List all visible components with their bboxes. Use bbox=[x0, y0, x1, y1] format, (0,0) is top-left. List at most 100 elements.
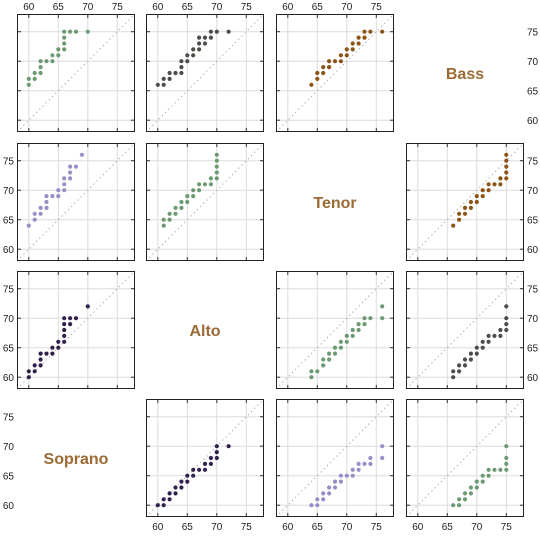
data-point bbox=[504, 152, 509, 157]
data-point bbox=[155, 503, 160, 508]
data-point bbox=[480, 473, 485, 478]
data-point bbox=[214, 152, 219, 157]
tick-label: 60 bbox=[412, 522, 424, 533]
data-point bbox=[338, 473, 343, 478]
data-point bbox=[362, 35, 367, 40]
data-point bbox=[362, 316, 367, 321]
panel-tenor-vs-alto bbox=[145, 142, 265, 262]
data-point bbox=[179, 479, 184, 484]
data-point bbox=[474, 485, 479, 490]
data-point bbox=[26, 223, 31, 228]
data-point bbox=[62, 322, 67, 327]
data-point bbox=[185, 59, 190, 64]
panel-alto-vs-tenor bbox=[275, 270, 395, 390]
tick-label: 70 bbox=[471, 522, 483, 533]
data-point bbox=[167, 491, 172, 496]
data-point bbox=[44, 205, 49, 210]
data-point bbox=[167, 70, 172, 76]
panel-soprano-vs-tenor bbox=[275, 398, 395, 518]
data-point bbox=[480, 479, 485, 484]
data-point bbox=[62, 182, 67, 187]
data-point bbox=[208, 461, 213, 466]
data-point bbox=[185, 53, 190, 58]
data-point bbox=[309, 82, 314, 87]
data-point bbox=[32, 369, 37, 374]
tick-label: 75 bbox=[241, 2, 253, 13]
data-point bbox=[504, 327, 509, 333]
reference-diagonal bbox=[405, 398, 525, 518]
data-point bbox=[179, 205, 184, 210]
data-point bbox=[161, 503, 166, 508]
data-point bbox=[214, 176, 219, 181]
data-point bbox=[26, 369, 31, 374]
data-point bbox=[368, 455, 373, 461]
data-point bbox=[350, 333, 355, 338]
data-point bbox=[191, 53, 196, 58]
data-point bbox=[380, 29, 385, 34]
data-point bbox=[68, 176, 73, 181]
tick-label: 75 bbox=[3, 157, 15, 168]
data-point bbox=[327, 351, 332, 356]
data-point bbox=[332, 479, 338, 484]
data-point bbox=[44, 351, 49, 356]
data-point bbox=[498, 467, 503, 472]
data-point bbox=[486, 188, 491, 193]
data-point bbox=[338, 59, 343, 64]
data-point bbox=[309, 375, 314, 380]
data-point bbox=[191, 467, 196, 472]
data-point bbox=[44, 59, 49, 64]
data-point bbox=[457, 211, 462, 216]
panel-alto-vs-soprano bbox=[16, 270, 136, 390]
data-point bbox=[350, 41, 355, 46]
data-point bbox=[344, 47, 349, 52]
tick-label: 75 bbox=[527, 157, 539, 168]
tick-label: 75 bbox=[3, 285, 15, 296]
data-point bbox=[504, 467, 509, 472]
data-point bbox=[32, 70, 37, 76]
data-point bbox=[50, 194, 55, 199]
data-point bbox=[380, 455, 385, 461]
data-point bbox=[356, 461, 361, 466]
data-point bbox=[173, 205, 178, 210]
panel-tenor-vs-soprano bbox=[16, 142, 136, 262]
data-point bbox=[327, 65, 332, 70]
reference-diagonal bbox=[145, 13, 265, 133]
tick-label: 70 bbox=[527, 314, 539, 325]
data-point bbox=[38, 351, 43, 356]
data-point bbox=[368, 29, 373, 34]
data-point bbox=[504, 322, 509, 327]
data-point bbox=[350, 327, 355, 333]
data-point bbox=[79, 152, 84, 157]
panel-frame bbox=[17, 271, 135, 389]
data-point bbox=[73, 316, 79, 321]
data-point bbox=[504, 158, 509, 163]
data-point bbox=[344, 333, 349, 338]
data-point bbox=[73, 164, 79, 169]
data-point bbox=[451, 375, 456, 380]
tick-label: 75 bbox=[3, 413, 15, 424]
data-point bbox=[62, 316, 67, 321]
data-point bbox=[26, 375, 31, 380]
data-point bbox=[321, 491, 326, 496]
data-point bbox=[457, 369, 462, 374]
data-point bbox=[451, 503, 456, 508]
tick-label: 65 bbox=[527, 216, 539, 227]
data-point bbox=[327, 485, 332, 490]
data-point bbox=[498, 182, 503, 187]
data-point bbox=[474, 351, 479, 356]
data-point bbox=[486, 182, 491, 187]
data-point bbox=[498, 333, 503, 338]
data-point bbox=[338, 339, 343, 344]
tick-label: 60 bbox=[152, 522, 164, 533]
data-point bbox=[173, 211, 178, 216]
panel-frame bbox=[276, 14, 394, 132]
data-point bbox=[315, 369, 320, 374]
data-point bbox=[197, 35, 202, 40]
data-point bbox=[179, 65, 184, 70]
data-point bbox=[50, 53, 55, 58]
tick-label: 65 bbox=[53, 2, 65, 13]
panel-frame bbox=[17, 14, 135, 132]
data-point bbox=[462, 497, 468, 502]
tick-label: 60 bbox=[282, 2, 294, 13]
data-point bbox=[50, 345, 55, 350]
